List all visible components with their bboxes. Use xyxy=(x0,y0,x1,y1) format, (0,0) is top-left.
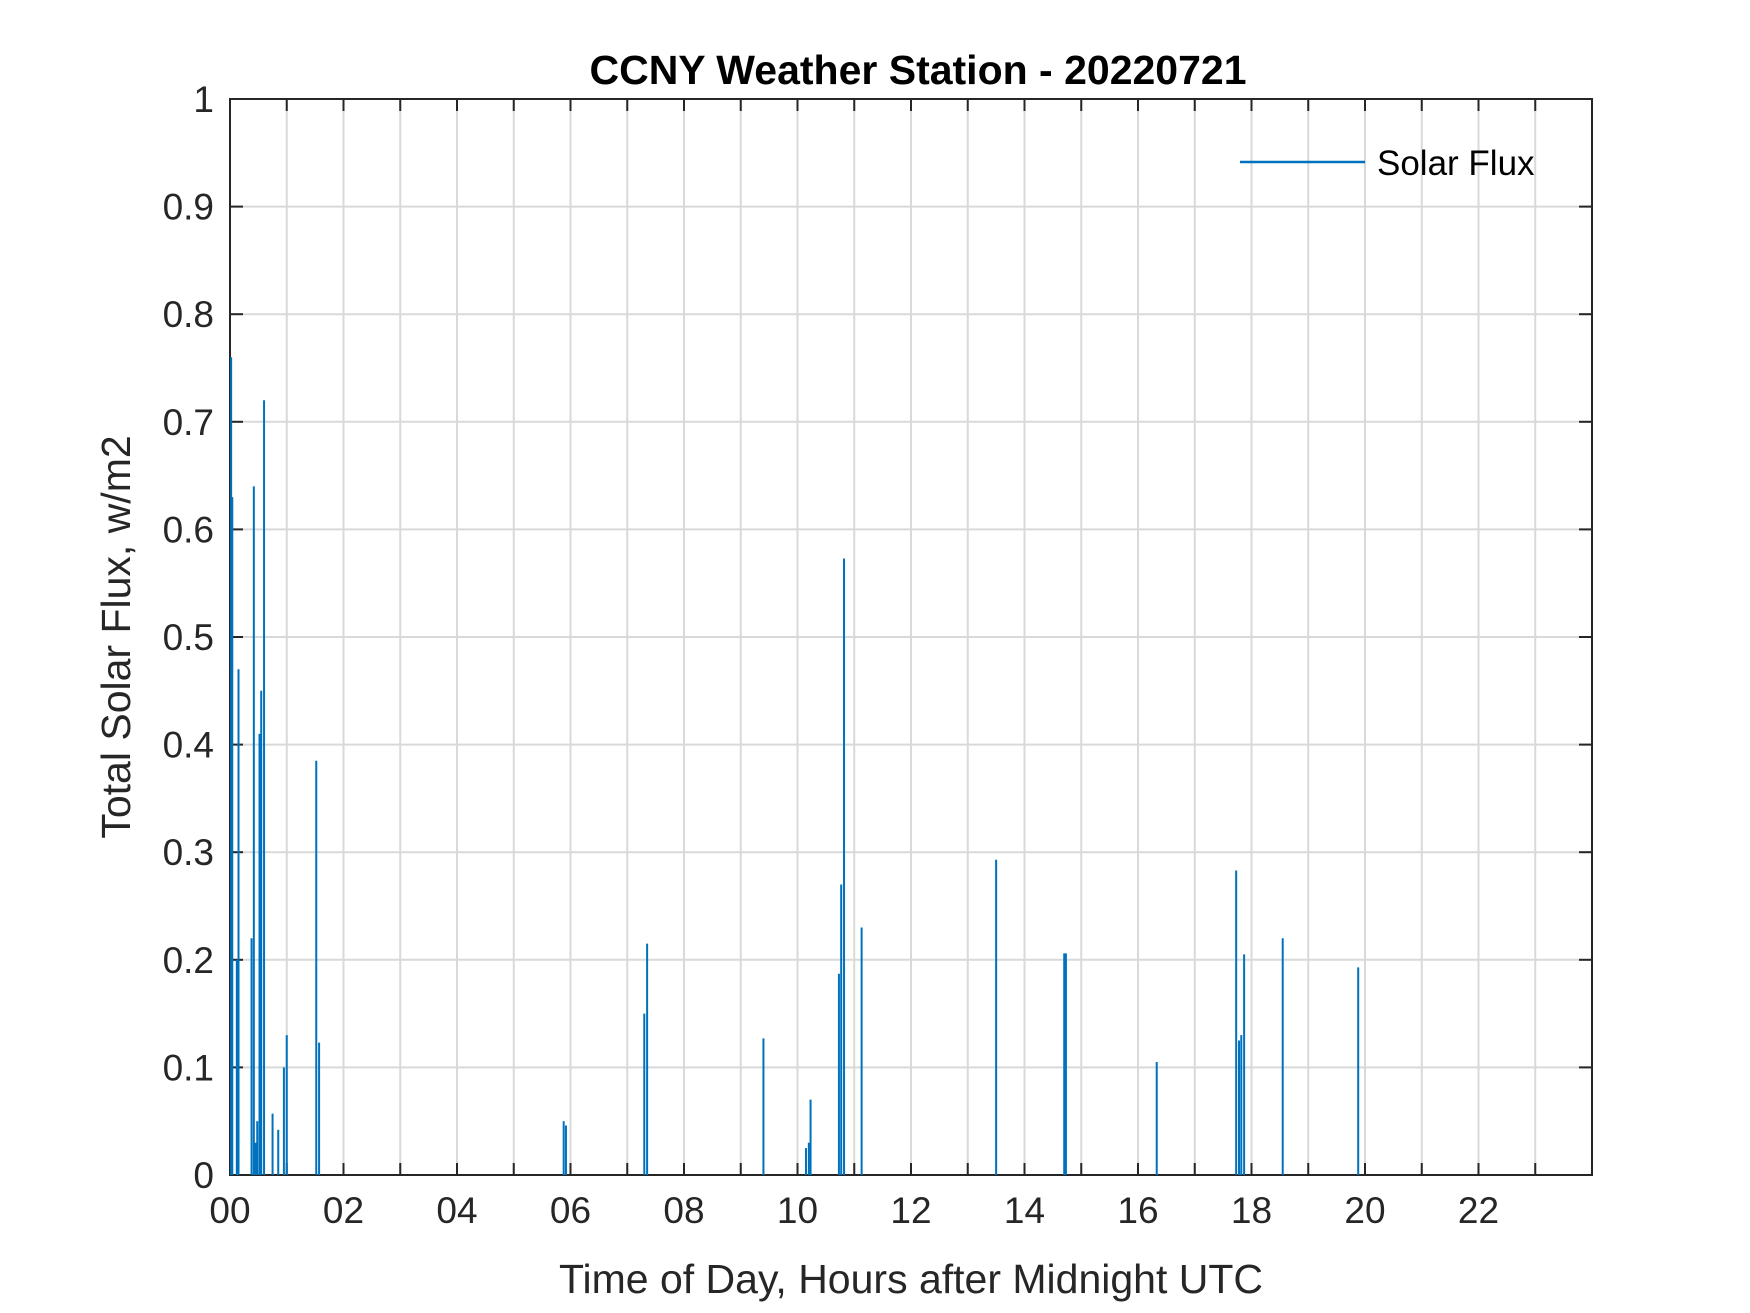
y-tick-label: 0 xyxy=(193,1155,214,1196)
x-tick-labels: 00 02 04 06 08 10 12 14 16 18 20 22 xyxy=(209,1190,1499,1231)
y-tick-label: 0.9 xyxy=(163,187,214,228)
y-tick-label: 0.7 xyxy=(163,402,214,443)
x-tick-label: 04 xyxy=(436,1190,477,1231)
y-tick-label: 0.1 xyxy=(163,1047,214,1088)
x-tick-label: 10 xyxy=(777,1190,818,1231)
y-tick-label: 1 xyxy=(193,79,214,120)
y-axis-label: Total Solar Flux, w/m2 xyxy=(93,435,139,838)
x-tick-label: 08 xyxy=(663,1190,704,1231)
y-tick-label: 0.5 xyxy=(163,617,214,658)
legend: Solar Flux xyxy=(1240,144,1535,183)
x-axis-label: Time of Day, Hours after Midnight UTC xyxy=(559,1256,1263,1302)
x-tick-label: 12 xyxy=(890,1190,931,1231)
x-tick-label: 00 xyxy=(209,1190,250,1231)
y-tick-label: 0.8 xyxy=(163,294,214,335)
x-tick-label: 16 xyxy=(1117,1190,1158,1231)
x-tick-label: 14 xyxy=(1004,1190,1045,1231)
x-tick-label: 22 xyxy=(1458,1190,1499,1231)
series-solar-flux xyxy=(230,357,1360,1175)
x-tick-label: 02 xyxy=(323,1190,364,1231)
x-tick-label: 06 xyxy=(550,1190,591,1231)
x-tick-label: 20 xyxy=(1344,1190,1385,1231)
y-tick-label: 0.3 xyxy=(163,832,214,873)
x-tick-label: 18 xyxy=(1231,1190,1272,1231)
chart-title: CCNY Weather Station - 20220721 xyxy=(589,47,1246,93)
y-tick-labels: 0 0.1 0.2 0.3 0.4 0.5 0.6 0.7 0.8 0.9 1 xyxy=(163,79,214,1196)
grid-lines xyxy=(230,99,1592,1175)
y-tick-label: 0.6 xyxy=(163,509,214,550)
y-tick-label: 0.4 xyxy=(163,725,214,766)
legend-label-solar-flux: Solar Flux xyxy=(1377,144,1535,183)
y-tick-label: 0.2 xyxy=(163,940,214,981)
